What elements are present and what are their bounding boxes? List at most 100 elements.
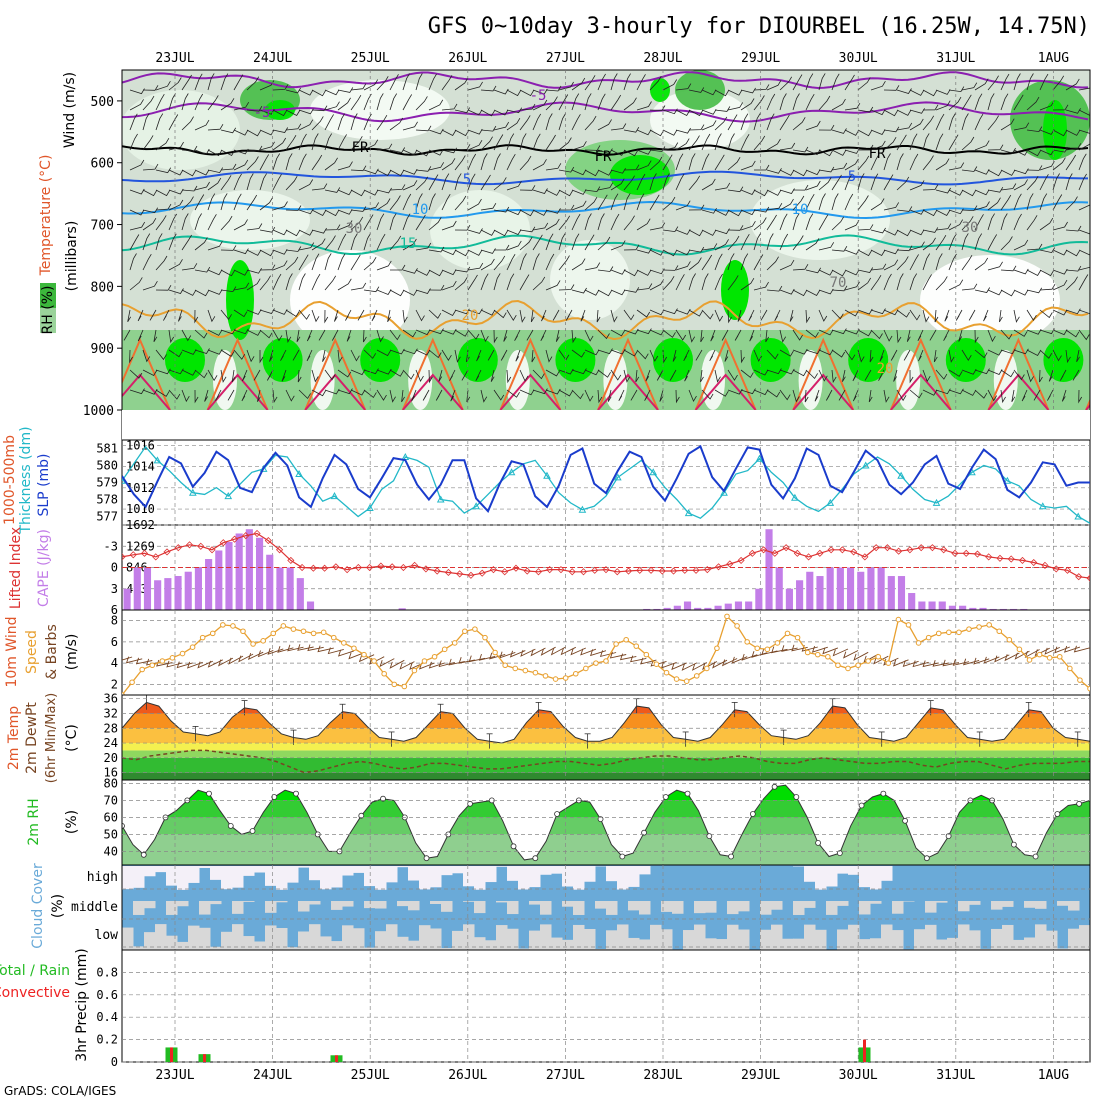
- upper-wind-barb: [844, 349, 856, 361]
- wind-barb: [228, 655, 244, 665]
- wind-speed-marker: [300, 628, 307, 635]
- cloud-low-segment: [771, 924, 783, 950]
- upper-wind-barb: [376, 349, 391, 357]
- wind-barb: [317, 645, 334, 653]
- cloud-low-segment: [199, 927, 211, 950]
- lifted-index-marker: [366, 563, 374, 572]
- contour-label: FR: [595, 149, 612, 165]
- upper-wind-barb: [311, 89, 326, 97]
- upper-wind-barb: [779, 114, 790, 131]
- upper-wind-barb: [662, 329, 676, 338]
- upper-wind-barb: [194, 266, 211, 273]
- upper-wind-barb: [584, 115, 597, 131]
- label-6hr-minmax: (6hr Min/Max): [44, 693, 59, 783]
- wind-speed-marker: [1046, 655, 1053, 661]
- upper-wind-barb: [441, 103, 458, 111]
- cloud-high-segment: [287, 866, 299, 883]
- upper-wind-barb: [1065, 265, 1082, 272]
- lifted-index-marker: [985, 553, 993, 561]
- upper-wind-barb: [220, 245, 237, 251]
- upper-wind-barb: [636, 101, 652, 111]
- upper-wind-barb: [142, 189, 157, 197]
- upper-wind-barb: [610, 73, 618, 91]
- wind-barb: [832, 648, 849, 657]
- upper-wind-barb: [519, 185, 536, 191]
- cape-bar: [816, 576, 824, 610]
- upper-wind-barb: [129, 99, 144, 111]
- cloud-mid-segment: [771, 901, 783, 910]
- cloud-mid-segment: [606, 901, 618, 915]
- upper-wind-barb: [987, 349, 1003, 356]
- wind-speed-marker: [643, 651, 650, 658]
- lifted-index-marker: [1075, 573, 1083, 581]
- wind-speed-marker: [724, 613, 730, 620]
- cloud-low-segment: [210, 946, 222, 950]
- upper-wind-barb: [584, 186, 601, 193]
- upper-wind-barb: [259, 129, 275, 136]
- cloud-mid-segment: [276, 901, 288, 903]
- thickness-marker: [1074, 512, 1083, 520]
- wind-barb: [1044, 646, 1060, 655]
- cloud-mid-segment: [936, 901, 948, 903]
- lifted-index-marker: [850, 548, 858, 556]
- wind-speed-marker: [845, 665, 851, 672]
- upper-wind-barb: [710, 329, 716, 342]
- upper-wind-barb: [909, 273, 918, 291]
- upper-wind-barb: [868, 389, 873, 403]
- cloud-low-segment: [859, 939, 871, 950]
- upper-wind-barb: [454, 195, 467, 211]
- lifted-index-marker: [489, 566, 498, 574]
- upper-wind-barb: [740, 253, 749, 271]
- upper-wind-barb: [675, 138, 690, 151]
- upper-wind-barb: [415, 369, 424, 382]
- upper-wind-barb: [441, 147, 458, 154]
- upper-wind-barb: [371, 309, 378, 322]
- lifted-index-marker: [276, 546, 284, 554]
- lifted-index-marker: [895, 547, 903, 555]
- rh-marker: [249, 828, 256, 834]
- upper-wind-barb: [792, 169, 807, 177]
- cloud-low-segment: [1068, 928, 1080, 950]
- upper-wind-barb: [558, 81, 574, 91]
- wind-speed-marker: [270, 630, 277, 637]
- upper-wind-barb: [818, 309, 828, 322]
- upper-wind-barb: [376, 169, 392, 177]
- upper-wind-barb: [805, 267, 822, 274]
- upper-wind-barb: [281, 369, 287, 382]
- li-tick-label: 3: [111, 582, 118, 596]
- upper-wind-barb: [974, 349, 988, 359]
- upper-wind-barb: [974, 93, 983, 111]
- upper-wind-barb: [480, 109, 495, 117]
- lifted-index-marker: [1052, 565, 1060, 573]
- lifted-index-marker: [962, 549, 970, 557]
- upper-wind-barb: [454, 173, 462, 191]
- chart-title: GFS 0~10day 3-hourly for DIOURBEL (16.25…: [428, 14, 1090, 39]
- thickness-tick-label: 579: [96, 476, 118, 490]
- rh-marker: [140, 851, 147, 858]
- upper-wind-barb: [259, 141, 275, 151]
- upper-wind-barb: [1026, 243, 1043, 251]
- wind-barb: [963, 658, 980, 666]
- contour-label: 70: [830, 275, 847, 291]
- cape-bar: [123, 588, 131, 610]
- lifted-index-marker: [647, 566, 655, 574]
- upper-wind-barb: [753, 349, 763, 362]
- upper-wind-barb: [519, 115, 531, 131]
- upper-wind-barb: [272, 174, 282, 191]
- upper-wind-barb: [515, 349, 521, 362]
- cloud-mid-segment: [507, 901, 519, 915]
- wind-speed-marker: [139, 666, 145, 673]
- wind-speed-marker: [290, 626, 297, 632]
- upper-wind-barb: [675, 261, 691, 271]
- upper-wind-barb: [428, 193, 436, 211]
- panel-tick-label: 32: [104, 706, 118, 720]
- upper-wind-barb: [903, 349, 911, 361]
- li-tick-label: -3: [104, 539, 118, 553]
- cloud-low-segment: [661, 929, 673, 950]
- cloud-high-segment: [353, 866, 365, 873]
- upper-wind-barb: [194, 93, 204, 111]
- upper-wind-barb: [480, 329, 489, 343]
- upper-wind-barb: [1026, 193, 1034, 211]
- upper-wind-barb: [818, 269, 834, 276]
- panel-tick-label: 80: [104, 776, 118, 790]
